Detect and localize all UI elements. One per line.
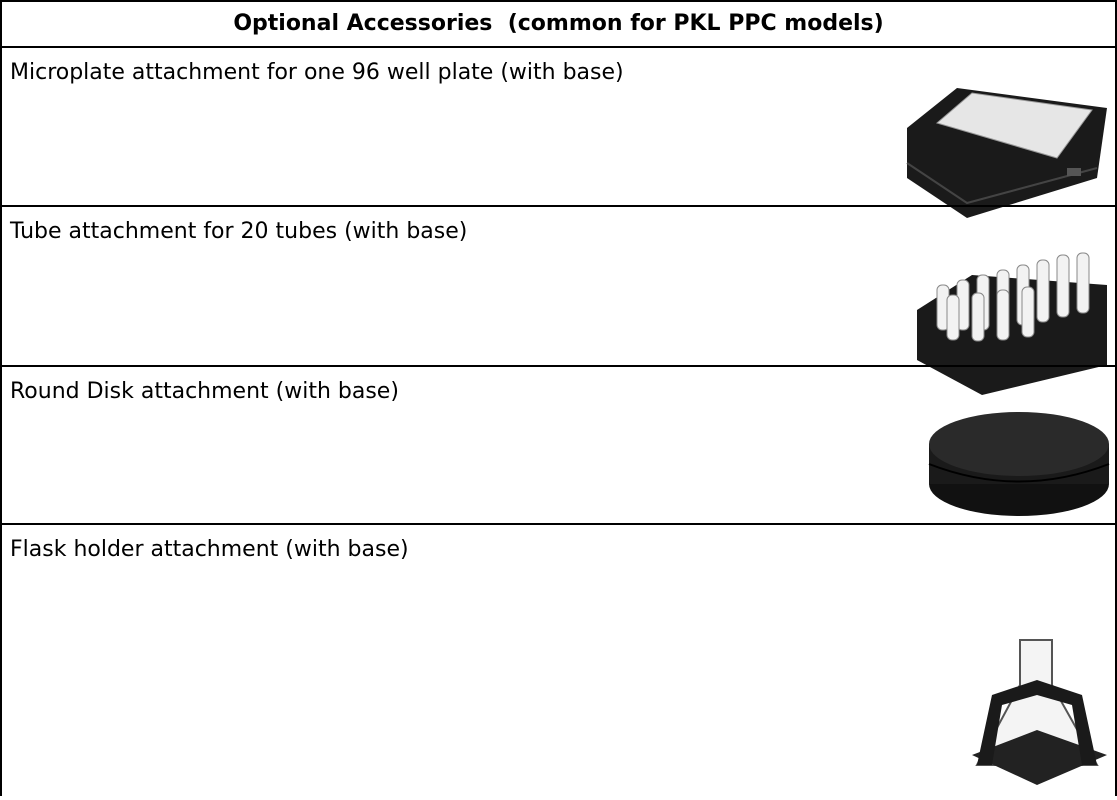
row-label: Microplate attachment for one 96 well pl… — [10, 60, 624, 85]
microplate-image — [906, 88, 1107, 218]
row-label: Tube attachment for 20 tubes (with base) — [10, 219, 468, 244]
table-row: Microplate attachment for one 96 well pl… — [0, 46, 1117, 218]
table-row: Tube attachment for 20 tubes (with base) — [0, 205, 1117, 395]
flask-holder-image — [972, 639, 1107, 785]
row-label: Round Disk attachment (with base) — [10, 379, 399, 404]
round-disk-image — [928, 412, 1110, 516]
table-header: Optional Accessories (common for PKL PPC… — [0, 0, 1117, 46]
table-row: Flask holder attachment (with base) — [0, 523, 1117, 796]
row-label: Flask holder attachment (with base) — [10, 537, 409, 562]
table-row: Round Disk attachment (with base) — [0, 365, 1117, 523]
